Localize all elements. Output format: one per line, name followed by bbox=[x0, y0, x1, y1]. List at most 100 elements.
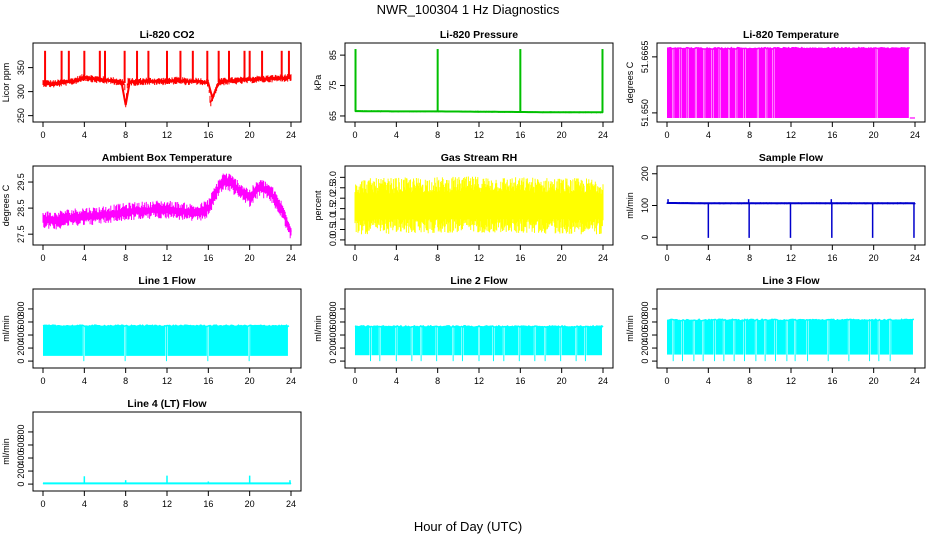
ytick-label-line1-4: 800 bbox=[16, 301, 26, 316]
band-block-line2-3 bbox=[397, 326, 411, 356]
ytick-label-line3-4: 800 bbox=[640, 301, 650, 316]
xtick-label-co2-3: 12 bbox=[162, 130, 172, 140]
xtick-label-rh-1: 4 bbox=[394, 253, 399, 263]
band-block-temp820-10 bbox=[745, 48, 757, 118]
xtick-label-boxtemp-1: 4 bbox=[82, 253, 87, 263]
ytick-label-line2-3: 600 bbox=[328, 314, 338, 329]
xtick-label-pressure-4: 16 bbox=[515, 130, 525, 140]
series-co2 bbox=[42, 50, 292, 108]
xtick-label-sampleflow-0: 0 bbox=[664, 253, 669, 263]
ytick-label-sampleflow-0: 0 bbox=[640, 235, 650, 240]
band-block-line2-5 bbox=[422, 326, 436, 356]
panel-title-line1: Line 1 Flow bbox=[138, 275, 196, 287]
panel-temp820: Li-820 Temperature degrees C 0 4 8 12 16 20 24 51… bbox=[625, 29, 926, 140]
xtick-label-rh-2: 8 bbox=[435, 253, 440, 263]
band-block-line2-12 bbox=[520, 326, 534, 356]
series-sampleflow bbox=[666, 199, 916, 238]
ytick-label-line4-0: 0 bbox=[16, 482, 26, 487]
ytick-label-line2-2: 400 bbox=[328, 328, 338, 343]
xtick-label-boxtemp-6: 24 bbox=[286, 253, 296, 263]
band-block-line2-7 bbox=[454, 326, 462, 356]
ytick-label-line4-2: 400 bbox=[16, 451, 26, 466]
band-block-temp820-9 bbox=[737, 48, 744, 118]
band-block-line1-0 bbox=[43, 325, 83, 356]
panel-ylabel-line2: ml/min bbox=[313, 315, 323, 342]
band-block-line1-2 bbox=[126, 325, 166, 356]
band-edge-line3 bbox=[667, 318, 915, 322]
xtick-label-line4-2: 8 bbox=[123, 499, 128, 509]
ytick-label-co2-2: 350 bbox=[16, 60, 26, 75]
band-block-line3-3 bbox=[694, 320, 703, 355]
band-block-line3-6 bbox=[724, 320, 734, 355]
xtick-label-line4-0: 0 bbox=[40, 499, 45, 509]
panel-title-line4: Line 4 (LT) Flow bbox=[127, 398, 207, 410]
panel-line4: Line 4 (LT) Flow ml/min 0 4 8 12 16 20 24 0 200400… bbox=[1, 398, 302, 509]
series-mean-pressure bbox=[355, 110, 603, 114]
band-block-temp820-3 bbox=[688, 48, 695, 118]
ytick-label-line4-3: 600 bbox=[16, 437, 26, 452]
ytick-label-line4-1: 200 bbox=[16, 464, 26, 479]
band-block-line2-17 bbox=[586, 326, 602, 356]
band-block-temp820-4 bbox=[696, 48, 704, 118]
xtick-label-line1-4: 16 bbox=[203, 376, 213, 386]
ytick-label-line4-4: 800 bbox=[16, 424, 26, 439]
xtick-label-line1-2: 8 bbox=[123, 376, 128, 386]
xtick-label-co2-0: 0 bbox=[40, 130, 45, 140]
panel-title-sampleflow: Sample Flow bbox=[759, 152, 824, 164]
xtick-label-pressure-2: 8 bbox=[435, 130, 440, 140]
ytick-label-rh-0: 0.0 bbox=[328, 234, 338, 247]
panel-ylabel-sampleflow: ml/min bbox=[625, 192, 635, 219]
xtick-label-temp820-3: 12 bbox=[786, 130, 796, 140]
series-line-boxtemp bbox=[42, 173, 292, 239]
band-block-line1-5 bbox=[250, 325, 288, 356]
band-block-line2-8 bbox=[463, 326, 478, 356]
panel-ylabel-line4: ml/min bbox=[1, 438, 11, 465]
panel-title-co2: Li-820 CO2 bbox=[140, 29, 195, 41]
band-block-line2-4 bbox=[412, 326, 421, 356]
xtick-label-temp820-4: 16 bbox=[827, 130, 837, 140]
band-block-line2-6 bbox=[437, 326, 453, 356]
xtick-label-boxtemp-5: 20 bbox=[245, 253, 255, 263]
band-block-temp820-8 bbox=[730, 48, 736, 118]
xtick-label-line2-0: 0 bbox=[352, 376, 357, 386]
ytick-label-line2-1: 200 bbox=[328, 341, 338, 356]
xtick-label-boxtemp-0: 0 bbox=[40, 253, 45, 263]
xtick-label-pressure-0: 0 bbox=[352, 130, 357, 140]
xtick-label-line2-6: 24 bbox=[598, 376, 608, 386]
xtick-label-boxtemp-4: 16 bbox=[203, 253, 213, 263]
panel-title-boxtemp: Ambient Box Temperature bbox=[102, 152, 233, 164]
xtick-label-line1-6: 24 bbox=[286, 376, 296, 386]
figure-title: NWR_100304 1 Hz Diagnostics bbox=[377, 2, 560, 17]
band-block-line2-0 bbox=[355, 326, 370, 356]
band-block-temp820-12 bbox=[767, 48, 773, 118]
band-block-temp820-1 bbox=[674, 48, 680, 118]
xtick-label-line3-6: 24 bbox=[910, 376, 920, 386]
band-block-temp820-0 bbox=[667, 48, 673, 118]
panel-rh: Gas Stream RH percent 0 4 8 12 16 20 24 0.00.51.0… bbox=[313, 152, 614, 263]
xtick-label-pressure-3: 12 bbox=[474, 130, 484, 140]
ytick-label-line1-0: 0 bbox=[16, 359, 26, 364]
xtick-label-temp820-0: 0 bbox=[664, 130, 669, 140]
xtick-label-line2-5: 20 bbox=[557, 376, 567, 386]
panel-title-temp820: Li-820 Temperature bbox=[743, 29, 839, 41]
panel-ylabel-boxtemp: degrees C bbox=[1, 184, 11, 226]
xtick-label-sampleflow-4: 16 bbox=[827, 253, 837, 263]
panel-ylabel-temp820: degrees C bbox=[625, 61, 635, 103]
ytick-label-rh-3: 1.5 bbox=[328, 202, 338, 215]
xtick-label-pressure-5: 20 bbox=[557, 130, 567, 140]
ytick-label-rh-1: 0.5 bbox=[328, 223, 338, 236]
band-block-line3-10 bbox=[766, 320, 775, 355]
band-block-line2-9 bbox=[480, 326, 493, 356]
xtick-label-co2-6: 24 bbox=[286, 130, 296, 140]
band-block-temp820-5 bbox=[705, 48, 712, 118]
xtick-label-rh-6: 24 bbox=[598, 253, 608, 263]
ytick-label-pressure-2: 85 bbox=[328, 50, 338, 60]
panel-title-line2: Line 2 Flow bbox=[450, 275, 508, 287]
band-block-line3-5 bbox=[715, 320, 723, 355]
band-block-line3-11 bbox=[776, 320, 786, 355]
band-block-line3-14 bbox=[808, 320, 828, 355]
panel-line2: Line 2 Flow ml/min 0 4 8 12 16 20 24 0 20040060080… bbox=[313, 275, 614, 386]
ytick-label-boxtemp-1: 28.5 bbox=[16, 199, 26, 217]
ytick-label-sampleflow-2: 200 bbox=[640, 166, 650, 181]
